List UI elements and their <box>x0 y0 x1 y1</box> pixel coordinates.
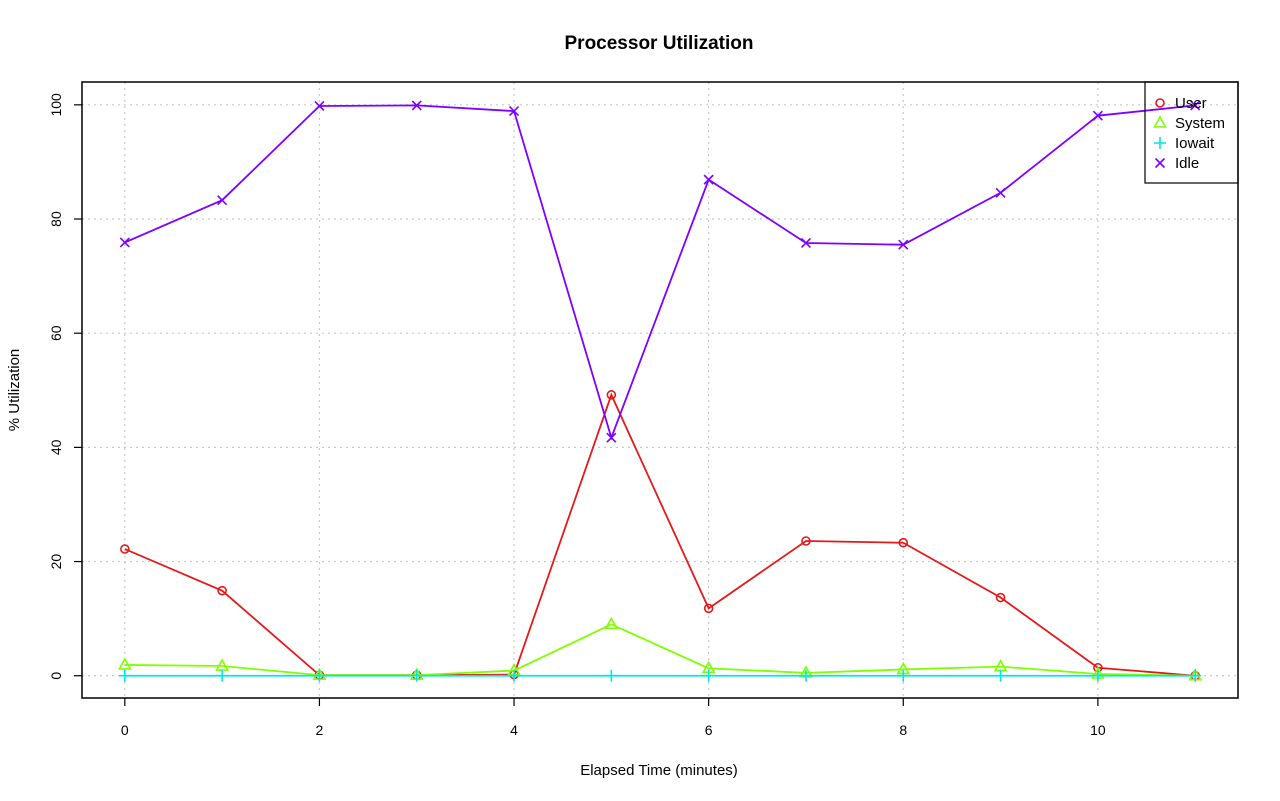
data-point-idle <box>314 100 325 112</box>
data-point-system <box>604 616 619 630</box>
data-point-user <box>898 537 909 548</box>
data-point-system <box>993 658 1008 672</box>
data-point-idle <box>508 106 520 117</box>
y-tick-label: 0 <box>48 672 64 680</box>
series-line-idle <box>124 104 1196 441</box>
data-point-idle <box>1190 100 1201 111</box>
chart-title: Processor Utilization <box>565 33 754 54</box>
legend-label-system: System <box>1175 115 1225 132</box>
data-point-idle <box>1092 110 1103 121</box>
series-line-user <box>124 392 1196 677</box>
legend-marker-system <box>1153 115 1167 128</box>
data-point-iowait <box>118 669 131 682</box>
y-tick-label: 60 <box>48 325 64 341</box>
legend-marker-iowait <box>1154 137 1166 149</box>
data-point-iowait <box>799 669 812 682</box>
data-point-user <box>606 390 617 400</box>
data-point-idle <box>703 174 714 185</box>
data-point-idle <box>217 195 228 206</box>
data-point-iowait <box>994 669 1007 682</box>
y-axis-label: % Utilization <box>6 349 23 432</box>
series-iowait <box>118 669 1202 682</box>
x-tick-label: 2 <box>316 722 324 738</box>
legend-label-iowait: Iowait <box>1175 135 1215 152</box>
data-point-system <box>215 658 229 671</box>
x-tick-label: 6 <box>705 722 713 738</box>
series-lines <box>117 100 1203 682</box>
plot-frame <box>81 81 1239 699</box>
series-line-system <box>124 623 1196 677</box>
legend-label-user: User <box>1175 95 1207 112</box>
data-point-iowait <box>1189 669 1202 682</box>
y-tick-label: 20 <box>48 554 64 570</box>
data-point-idle <box>995 187 1006 198</box>
y-tick-label: 80 <box>48 211 64 227</box>
legend-marker-idle <box>1154 157 1166 169</box>
data-point-user <box>801 536 811 546</box>
x-tick-label: 10 <box>1090 722 1106 738</box>
data-point-user <box>120 544 130 554</box>
data-point-idle <box>606 432 617 443</box>
data-point-user <box>217 585 227 596</box>
series-idle <box>119 100 1201 443</box>
data-point-iowait <box>897 669 910 682</box>
data-point-user <box>995 592 1006 603</box>
y-tick-label: 40 <box>48 439 64 455</box>
legend: User System Iowait Idle <box>1144 81 1239 184</box>
data-point-iowait <box>1091 669 1104 682</box>
legend-marker-user <box>1155 98 1165 108</box>
series-system <box>117 616 1203 681</box>
data-point-iowait <box>508 669 521 682</box>
y-axis: 0 20 40 60 80 100 <box>48 93 82 680</box>
x-tick-label: 4 <box>510 722 518 738</box>
x-axis: 0 2 4 6 8 10 <box>121 698 1106 738</box>
grid <box>82 82 1238 698</box>
legend-box <box>1144 81 1239 184</box>
data-point-idle <box>898 239 909 250</box>
data-point-iowait <box>702 669 715 682</box>
data-point-system <box>117 657 132 670</box>
x-axis-label: Elapsed Time (minutes) <box>580 762 738 779</box>
x-tick-label: 0 <box>121 722 129 738</box>
data-point-iowait <box>313 669 326 682</box>
data-point-user <box>703 603 714 614</box>
series-user <box>120 390 1200 681</box>
data-point-idle <box>119 237 130 248</box>
data-point-iowait <box>216 669 229 682</box>
data-point-iowait <box>605 669 618 682</box>
legend-label-idle: Idle <box>1175 155 1199 172</box>
data-point-idle <box>800 237 812 249</box>
y-tick-label: 100 <box>48 93 64 117</box>
data-point-idle <box>411 100 422 111</box>
data-point-iowait <box>410 669 423 682</box>
x-tick-label: 8 <box>899 722 907 738</box>
